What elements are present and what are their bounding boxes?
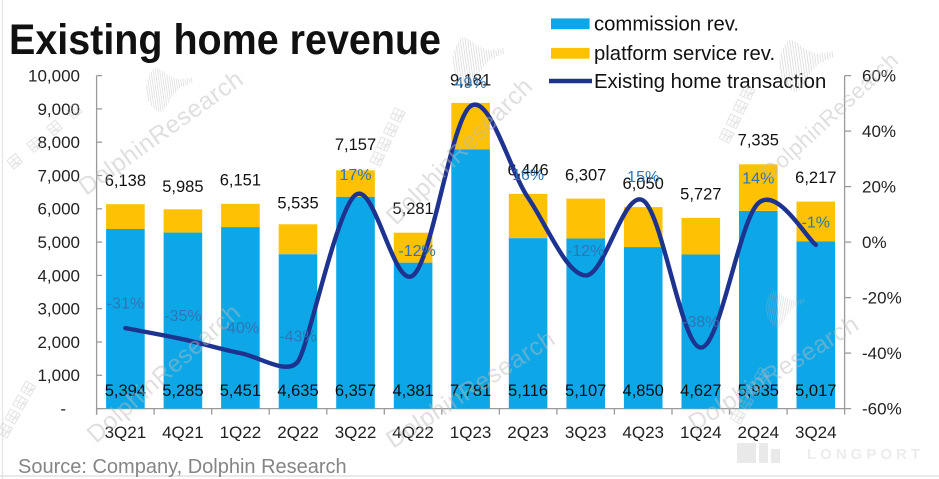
svg-text:4Q21: 4Q21 — [162, 423, 204, 442]
svg-text:3,000: 3,000 — [37, 300, 80, 319]
svg-text:6,151: 6,151 — [220, 171, 261, 189]
svg-text:10,000: 10,000 — [28, 67, 80, 86]
svg-text:Existing home transaction: Existing home transaction — [594, 71, 826, 93]
svg-text:3Q24: 3Q24 — [795, 423, 837, 442]
svg-text:7,781: 7,781 — [450, 382, 491, 400]
svg-text:4,850: 4,850 — [623, 382, 664, 400]
svg-text:commission rev.: commission rev. — [594, 14, 739, 36]
svg-text:4,627: 4,627 — [680, 382, 721, 400]
svg-text:LONGPORT: LONGPORT — [807, 446, 924, 463]
svg-text:16%: 16% — [512, 167, 544, 184]
svg-text:1Q22: 1Q22 — [220, 423, 262, 442]
svg-text:7,000: 7,000 — [37, 166, 80, 185]
svg-text:-38%: -38% — [682, 314, 719, 331]
svg-text:-40%: -40% — [222, 320, 259, 337]
svg-text:4,381: 4,381 — [392, 382, 433, 400]
svg-text:-12%: -12% — [398, 243, 435, 260]
svg-text:6,000: 6,000 — [37, 200, 80, 219]
svg-text:15%: 15% — [627, 169, 659, 186]
svg-text:1,000: 1,000 — [37, 366, 80, 385]
svg-text:5,017: 5,017 — [795, 382, 836, 400]
svg-text:7,335: 7,335 — [738, 131, 779, 149]
svg-text:Source: Company, Dolphin Resea: Source: Company, Dolphin Research — [18, 456, 347, 478]
svg-text:2Q24: 2Q24 — [738, 423, 780, 442]
svg-text:2Q22: 2Q22 — [277, 423, 319, 442]
svg-text:7,157: 7,157 — [335, 136, 376, 154]
svg-text:1Q23: 1Q23 — [450, 423, 492, 442]
svg-text:-43%: -43% — [279, 328, 316, 345]
svg-text:5,985: 5,985 — [162, 178, 203, 196]
svg-text:40%: 40% — [862, 122, 896, 141]
svg-text:2Q23: 2Q23 — [507, 423, 549, 442]
svg-text:8,000: 8,000 — [37, 133, 80, 152]
svg-text:6,050: 6,050 — [623, 175, 664, 193]
svg-text:6,138: 6,138 — [105, 172, 146, 190]
svg-text:4Q23: 4Q23 — [622, 423, 664, 442]
svg-text:4Q22: 4Q22 — [392, 423, 434, 442]
svg-text:4,635: 4,635 — [277, 382, 318, 400]
svg-text:5,000: 5,000 — [37, 233, 80, 252]
svg-text:4,000: 4,000 — [37, 266, 80, 285]
svg-text:9,181: 9,181 — [450, 71, 491, 89]
svg-text:5,285: 5,285 — [162, 382, 203, 400]
svg-text:-1%: -1% — [802, 215, 830, 232]
svg-text:17%: 17% — [339, 167, 371, 184]
svg-text:3Q22: 3Q22 — [335, 423, 377, 442]
svg-text:5,727: 5,727 — [680, 185, 721, 203]
svg-text:5,116: 5,116 — [508, 382, 548, 400]
svg-text:3Q23: 3Q23 — [565, 423, 607, 442]
svg-text:-31%: -31% — [107, 296, 144, 313]
svg-text:-40%: -40% — [862, 344, 902, 363]
svg-text:platform service rev.: platform service rev. — [594, 43, 775, 65]
svg-text:-12%: -12% — [567, 243, 604, 260]
svg-text:-60%: -60% — [862, 400, 902, 419]
svg-text:1Q24: 1Q24 — [680, 423, 722, 442]
svg-text:-35%: -35% — [164, 308, 201, 325]
svg-text:6,217: 6,217 — [795, 169, 836, 187]
svg-text:20%: 20% — [862, 178, 896, 197]
svg-text:DolphinResearch: DolphinResearch — [756, 47, 903, 185]
svg-text:49%: 49% — [455, 75, 487, 92]
svg-text:2,000: 2,000 — [37, 333, 80, 352]
svg-text:-20%: -20% — [862, 289, 902, 308]
svg-text:60%: 60% — [862, 67, 896, 86]
svg-text:-: - — [60, 400, 66, 419]
svg-text:14%: 14% — [742, 171, 774, 188]
svg-text:0%: 0% — [862, 233, 887, 252]
svg-text:Existing home revenue: Existing home revenue — [9, 16, 441, 64]
svg-text:9,000: 9,000 — [37, 100, 80, 119]
svg-text:6,357: 6,357 — [335, 382, 376, 400]
svg-text:5,107: 5,107 — [565, 382, 606, 400]
svg-text:5,535: 5,535 — [277, 194, 318, 212]
svg-text:5,935: 5,935 — [738, 382, 779, 400]
svg-text:5,394: 5,394 — [105, 382, 146, 400]
svg-text:5,281: 5,281 — [392, 200, 433, 218]
svg-text:5,451: 5,451 — [220, 382, 261, 400]
svg-text:6,307: 6,307 — [565, 167, 606, 185]
svg-text:3Q21: 3Q21 — [105, 423, 147, 442]
